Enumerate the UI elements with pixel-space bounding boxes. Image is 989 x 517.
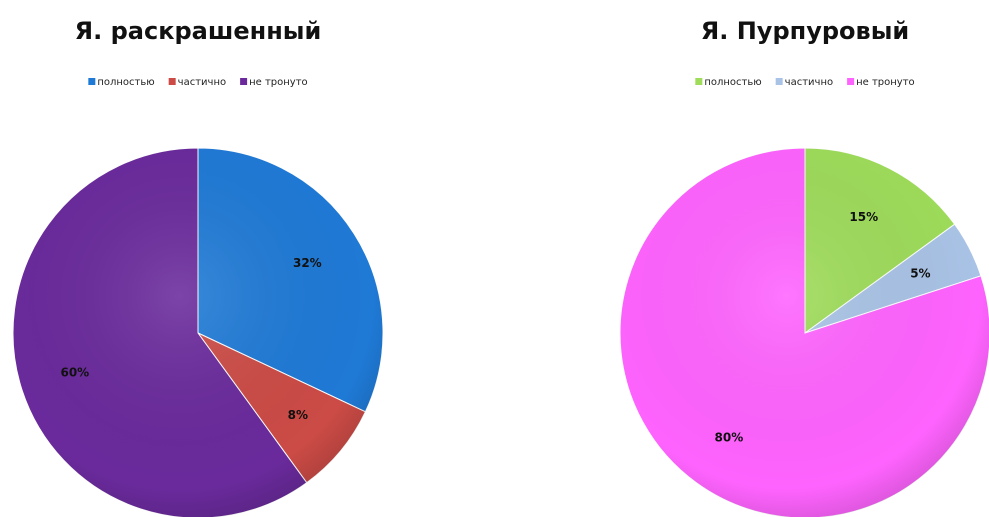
data-label: 32%: [293, 256, 322, 270]
data-label: 8%: [288, 408, 308, 422]
pie-chart: Я. Пурпуровый полностью частично не тронуто…: [619, 17, 989, 517]
pie-chart: Я. раскрашенный полностью частично не трону…: [12, 17, 384, 517]
legend-swatch: [168, 78, 176, 85]
data-label: 80%: [715, 430, 744, 444]
legend-label: не тронуто: [856, 77, 915, 88]
data-label: 15%: [849, 210, 878, 224]
legend-label: полностью: [704, 77, 761, 88]
legend: полностью частично не тронуто: [88, 77, 308, 88]
legend-label: не тронуто: [249, 77, 308, 88]
data-label: 5%: [910, 267, 930, 281]
legend-label: полностью: [97, 77, 154, 88]
chart-title: Я. раскрашенный: [75, 17, 322, 45]
data-label: 60%: [60, 366, 89, 380]
legend-label: частично: [785, 77, 833, 88]
legend-swatch: [695, 78, 703, 85]
legend: полностью частично не тронуто: [695, 77, 915, 88]
legend-swatch: [847, 78, 855, 85]
legend-swatch: [240, 78, 248, 85]
legend-label: частично: [178, 77, 226, 88]
legend-swatch: [775, 78, 783, 85]
chart-title: Я. Пурпуровый: [701, 17, 909, 45]
legend-swatch: [88, 78, 96, 85]
